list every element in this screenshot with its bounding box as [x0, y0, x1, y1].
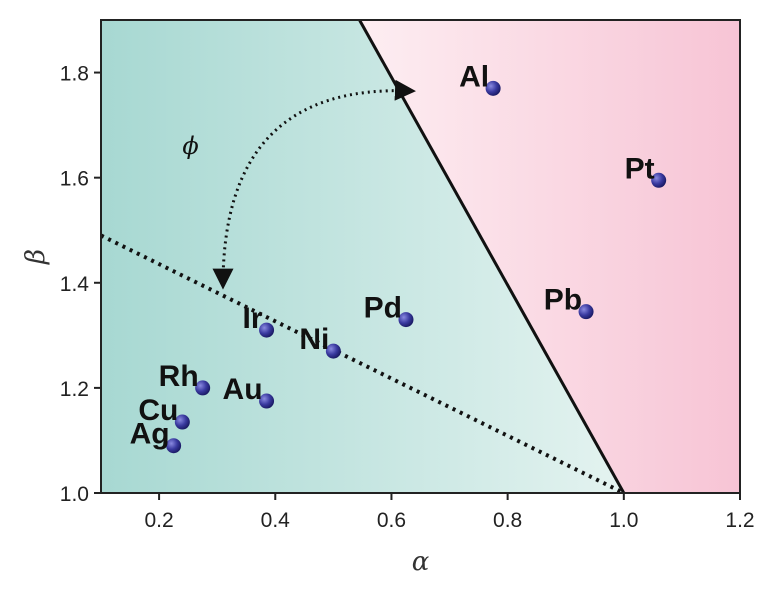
x-tick-label: 0.8: [493, 509, 522, 532]
point-ni: [325, 343, 341, 359]
point-label-al: Al: [459, 60, 489, 93]
point-al: [485, 80, 501, 96]
y-tick-label: 1.8: [60, 63, 89, 86]
point-pb: [578, 304, 594, 320]
y-tick-label: 1.4: [60, 273, 90, 296]
point-ir: [259, 322, 275, 338]
x-tick-label: 0.4: [261, 509, 291, 532]
point-pd: [398, 312, 414, 328]
axis-ticks: 0.2 0.4 0.6 0.8 1.0 1.2 1.0 1.2 1.4 1.6 1.8: [60, 63, 755, 532]
y-tick-label: 1.2: [60, 378, 89, 401]
point-label-pd: Pd: [364, 292, 402, 325]
region-right: [359, 20, 740, 493]
x-tick-label: 0.6: [377, 509, 406, 532]
phi-label: ϕ: [182, 132, 198, 160]
point-cu: [174, 414, 190, 430]
x-tick-label: 1.0: [609, 509, 638, 532]
point-label-au: Au: [223, 373, 263, 406]
y-axis-label: β: [21, 249, 51, 265]
point-au: [259, 393, 275, 409]
point-label-pt: Pt: [625, 152, 655, 185]
dotted-line: [100, 233, 625, 495]
x-axis-label: α: [412, 547, 430, 577]
point-pt: [651, 172, 667, 188]
x-tick-label: 0.2: [144, 509, 173, 532]
point-label-ir: Ir: [243, 302, 263, 335]
plot-frame: [100, 19, 741, 494]
y-tick-label: 1.0: [60, 483, 89, 506]
point-label-rh: Rh: [159, 360, 199, 393]
angle-arrow-arc: [212, 79, 416, 290]
x-tick-label: 1.2: [725, 509, 754, 532]
point-label-cu: Cu: [138, 394, 178, 427]
point-label-pb: Pb: [544, 284, 582, 317]
point-label-ag: Ag: [130, 418, 170, 451]
point-rh: [195, 380, 211, 396]
point-ag: [166, 438, 182, 454]
y-tick-label: 1.6: [60, 168, 89, 191]
point-label-ni: Ni: [299, 323, 329, 356]
